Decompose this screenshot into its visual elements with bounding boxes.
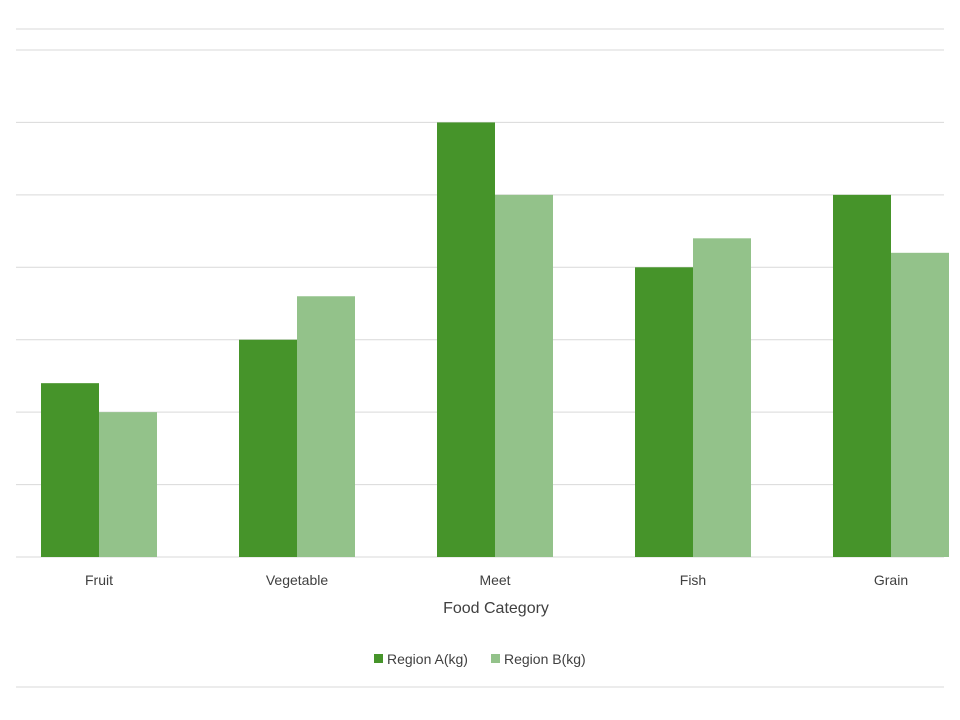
x-tick-label: Vegetable <box>266 572 328 588</box>
x-tick-label: Meet <box>479 572 510 588</box>
bars <box>41 122 949 558</box>
x-tick-label: Grain <box>874 572 908 588</box>
legend-label: Region A(kg) <box>387 651 468 667</box>
bar-fruit-series-2 <box>99 412 157 557</box>
legend-swatch <box>374 654 383 663</box>
bar-vegetable-series-1 <box>239 339 297 557</box>
x-tick-label: Fruit <box>85 572 113 588</box>
x-tick-label: Fish <box>680 572 706 588</box>
bar-fish-series-1 <box>635 267 693 557</box>
bar-meet-series-2 <box>495 194 553 557</box>
bar-grain-series-2 <box>891 252 949 558</box>
bar-grain-series-1 <box>833 194 891 557</box>
x-axis-title: Food Category <box>443 600 549 617</box>
legend: Region A(kg) Region B(kg) <box>374 651 586 667</box>
bar-fish-series-2 <box>693 238 751 558</box>
bar-vegetable-series-2 <box>297 296 355 557</box>
legend-swatch <box>491 654 500 663</box>
legend-label: Region B(kg) <box>504 651 586 667</box>
x-tick-labels: Fruit Vegetable Meet Fish Grain <box>85 572 908 588</box>
bar-meet-series-1 <box>437 122 495 557</box>
bar-fruit-series-1 <box>41 383 99 557</box>
